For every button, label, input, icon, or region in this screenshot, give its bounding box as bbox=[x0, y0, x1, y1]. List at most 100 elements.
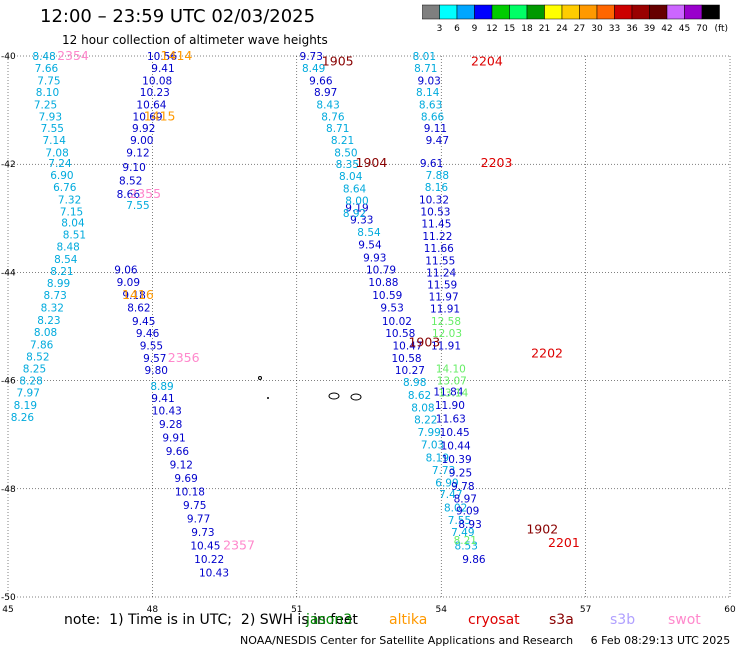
wave-height-label: 11.63 bbox=[436, 413, 466, 425]
colorbar-tick-label: 24 bbox=[556, 24, 568, 34]
wave-height-label: 9.54 bbox=[358, 239, 382, 251]
pass-time-label: 2201 bbox=[548, 535, 580, 550]
colorbar-tick-label: 3 bbox=[437, 24, 443, 34]
wave-height-label: 7.88 bbox=[426, 170, 449, 182]
x-tick-label: 60 bbox=[724, 605, 736, 615]
wave-height-label: 9.92 bbox=[132, 123, 155, 135]
footer-credit: NOAA/NESDIS Center for Satellite Applica… bbox=[240, 634, 731, 647]
wave-height-label: 8.49 bbox=[302, 63, 325, 75]
wave-height-label: 9.53 bbox=[380, 303, 403, 315]
colorbar-tick-label: 39 bbox=[644, 24, 656, 34]
wave-height-label: 8.00 bbox=[345, 195, 368, 207]
wave-height-label: 7.24 bbox=[48, 158, 72, 170]
wave-height-label: 8.48 bbox=[32, 51, 55, 63]
wave-height-label: 9.69 bbox=[174, 473, 197, 485]
colorbar-tick-label: 27 bbox=[574, 24, 585, 34]
wave-height-label: 10.39 bbox=[442, 454, 472, 466]
coastline bbox=[258, 376, 362, 401]
wave-height-label: 8.19 bbox=[14, 400, 37, 412]
wave-height-label: 9.66 bbox=[166, 446, 190, 458]
satellite-track: 10.569.4110.0810.2310.6410.699.929.009.1… bbox=[114, 51, 229, 580]
x-tick-label: 54 bbox=[435, 605, 447, 615]
wave-height-label: 7.25 bbox=[34, 100, 57, 112]
wave-height-label: 9.41 bbox=[151, 63, 174, 75]
wave-height-label: 8.43 bbox=[316, 100, 339, 112]
wave-height-label: 8.35 bbox=[336, 159, 359, 171]
wave-height-label: 8.10 bbox=[36, 87, 59, 99]
wave-height-label: 11.55 bbox=[425, 255, 455, 267]
colorbar: 3 6 9 12 15 18 21 24 27 30 33 36 39 42 45 70 (ft) bbox=[422, 4, 728, 34]
pass-time-label: 2356 bbox=[168, 350, 200, 365]
colorbar-tick-label: 33 bbox=[609, 24, 620, 34]
wave-height-label: 6.90 bbox=[50, 170, 73, 182]
y-tick-label: -40 bbox=[1, 52, 16, 62]
pass-time-label: 2202 bbox=[531, 346, 563, 361]
y-tick-label: -46 bbox=[1, 377, 16, 387]
pass-time-label: 1905 bbox=[322, 53, 354, 68]
wave-height-label: 10.59 bbox=[372, 290, 402, 302]
wave-height-label: 8.08 bbox=[411, 403, 434, 415]
wave-height-label: 8.19 bbox=[426, 452, 449, 464]
page-title: 12:00 – 23:59 UTC 02/03/2025 bbox=[40, 6, 316, 27]
wave-height-label: 9.03 bbox=[417, 75, 440, 87]
wave-height-label: 9.78 bbox=[451, 481, 474, 493]
wave-height-label: 8.50 bbox=[334, 147, 357, 159]
colorbar-tick-label: 21 bbox=[539, 24, 550, 34]
colorbar-tick-label: 70 bbox=[696, 24, 708, 34]
wave-height-label: 8.71 bbox=[326, 123, 349, 135]
wave-height-label: 10.53 bbox=[420, 206, 450, 218]
wave-height-label: 8.52 bbox=[26, 351, 49, 363]
island-outline bbox=[267, 397, 269, 399]
pass-time-label: 1902 bbox=[526, 521, 558, 536]
wave-height-label: 11.22 bbox=[422, 231, 452, 243]
wave-height-label: 11.90 bbox=[435, 400, 465, 412]
pass-time-label: 2203 bbox=[481, 155, 513, 170]
wave-height-label: 8.23 bbox=[37, 315, 60, 327]
wave-height-label: 10.47 bbox=[392, 340, 422, 352]
wave-height-label: 7.14 bbox=[43, 135, 67, 147]
colorbar-tick-label: 42 bbox=[661, 24, 672, 34]
pass-time-label: 2204 bbox=[471, 53, 503, 68]
wave-height-label: 7.55 bbox=[41, 123, 64, 135]
wave-height-label: 7.97 bbox=[17, 388, 40, 400]
wave-height-label: 10.56 bbox=[147, 51, 177, 63]
wave-height-label: 7.66 bbox=[35, 63, 59, 75]
wave-height-label: 8.48 bbox=[56, 241, 79, 253]
wave-height-label: 9.93 bbox=[363, 252, 386, 264]
legend-cryosat: cryosat bbox=[468, 612, 520, 628]
wave-height-label: 10.43 bbox=[199, 568, 229, 580]
wave-height-label: 8.53 bbox=[455, 541, 478, 553]
wave-height-label: 8.63 bbox=[419, 100, 442, 112]
wave-height-label: 13.14 bbox=[438, 388, 468, 400]
wave-height-label: 9.12 bbox=[126, 147, 149, 159]
wave-height-label: 10.08 bbox=[142, 75, 172, 87]
wave-height-label: 9.80 bbox=[145, 365, 168, 377]
wave-height-label: 10.02 bbox=[382, 316, 412, 328]
satellite-track: 8.018.71 8.148.638.66 7.888.16 bbox=[413, 51, 449, 194]
wave-height-label: 7.73 bbox=[432, 465, 455, 477]
wave-height-label: 10.88 bbox=[368, 277, 398, 289]
wave-height-label: 7.86 bbox=[30, 339, 54, 351]
wave-height-label: 8.62 bbox=[408, 390, 431, 402]
wave-height-label: 9.12 bbox=[170, 459, 193, 471]
wave-height-label: 8.52 bbox=[119, 175, 142, 187]
wave-height-label: 8.28 bbox=[19, 376, 42, 388]
wave-height-label: 8.93 bbox=[458, 519, 481, 531]
wave-height-label: 9.09 bbox=[117, 277, 140, 289]
wave-height-label: 12.03 bbox=[432, 328, 462, 340]
wave-height-label: 10.45 bbox=[190, 541, 220, 553]
wave-height-label: 8.66 bbox=[117, 189, 141, 201]
wave-height-label: 7.47 bbox=[439, 489, 462, 501]
satellite-track: 8.487.667.758.107.257.937.557.147.087.24… bbox=[11, 51, 86, 424]
y-tick-label: -42 bbox=[1, 160, 16, 170]
wave-height-label: 8.26 bbox=[11, 412, 35, 424]
pass-time-label: 1415 bbox=[144, 109, 176, 124]
wave-height-label: 8.01 bbox=[413, 51, 436, 63]
wave-height-label: 9.66 bbox=[309, 75, 333, 87]
wave-height-label: 8.62 bbox=[127, 303, 150, 315]
pass-time-label: 1414 bbox=[161, 48, 193, 63]
wave-height-label: 10.44 bbox=[441, 441, 471, 453]
wave-height-label: 8.73 bbox=[43, 290, 66, 302]
wave-height-label: 10.45 bbox=[440, 427, 470, 439]
